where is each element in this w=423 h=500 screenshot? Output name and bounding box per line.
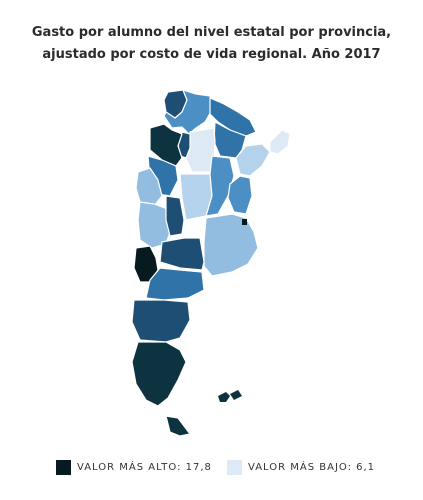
map-legend: VALOR MÁS ALTO: 17,8 VALOR MÁS BAJO: 6,1 bbox=[0, 460, 423, 484]
province-entrerios[interactable] bbox=[227, 175, 253, 215]
province-misiones[interactable] bbox=[269, 129, 291, 155]
province-sanjuan[interactable] bbox=[135, 167, 163, 207]
province-corrientes[interactable] bbox=[235, 143, 271, 177]
province-formosa[interactable] bbox=[209, 97, 257, 137]
legend-low: VALOR MÁS BAJO: 6,1 bbox=[227, 460, 375, 475]
legend-low-label: VALOR MÁS BAJO: 6,1 bbox=[248, 462, 376, 473]
province-rionegro[interactable] bbox=[145, 267, 205, 301]
province-lapampa[interactable] bbox=[159, 237, 205, 271]
map-title: Gasto por alumno del nivel estatal por p… bbox=[0, 22, 423, 66]
province-catamarca[interactable] bbox=[149, 123, 183, 167]
province-santafe[interactable] bbox=[205, 155, 235, 217]
title-line-2: ajustado por costo de vida regional. Año… bbox=[42, 47, 381, 62]
province-sanluis[interactable] bbox=[165, 195, 185, 237]
islas-malvinas[interactable] bbox=[218, 390, 242, 402]
province-tierradelfuego[interactable] bbox=[165, 415, 191, 437]
province-santacruz[interactable] bbox=[131, 341, 187, 407]
province-caba[interactable] bbox=[242, 219, 247, 225]
title-line-1: Gasto por alumno del nivel estatal por p… bbox=[31, 25, 392, 40]
legend-high-swatch bbox=[56, 460, 71, 475]
legend-high-label: VALOR MÁS ALTO: 17,8 bbox=[77, 462, 212, 473]
province-buenosaires[interactable] bbox=[203, 213, 259, 277]
legend-low-swatch bbox=[227, 460, 242, 475]
province-chubut[interactable] bbox=[131, 299, 191, 343]
legend-high: VALOR MÁS ALTO: 17,8 bbox=[56, 460, 212, 475]
